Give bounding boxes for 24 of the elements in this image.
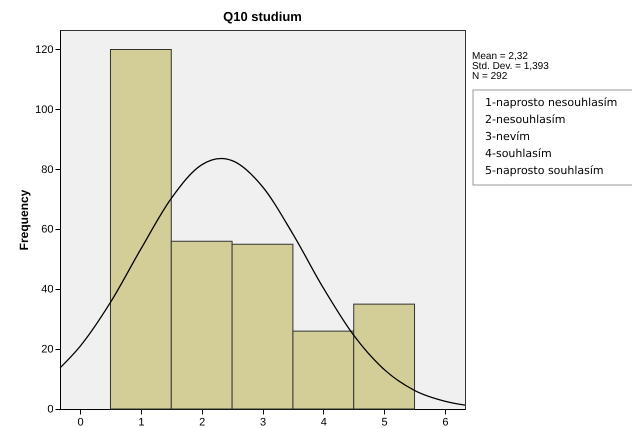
y-axis-title: Frequency	[17, 189, 32, 250]
x-tick-label: 6	[442, 416, 448, 428]
x-tick-label: 1	[138, 416, 144, 428]
chart-title: Q10 studium	[223, 9, 302, 24]
x-tick-label: 3	[260, 416, 266, 428]
y-tick-label: 100	[35, 104, 54, 116]
y-tick-label: 60	[41, 224, 54, 236]
text: 5-naprosto souhlasím	[485, 164, 604, 177]
y-tick-label: 20	[41, 344, 54, 356]
x-tick-label: 5	[382, 416, 388, 428]
text: Std. Dev. = 1,393	[472, 61, 550, 72]
text: 1-naprosto nesouhlasím	[485, 96, 618, 109]
y-tick-label: 80	[41, 164, 54, 176]
x-tick-label: 0	[78, 416, 84, 428]
x-tick-label: 2	[199, 416, 206, 428]
text: N = 292	[472, 71, 508, 82]
y-tick-label: 40	[41, 284, 54, 296]
y-tick-label: 0	[47, 404, 54, 416]
text: 4-souhlasím	[485, 147, 552, 160]
text: 3-nevím	[485, 130, 530, 143]
text: Mean = 2,32	[472, 51, 528, 62]
x-tick-label: 4	[320, 416, 327, 428]
text: 2-nesouhlasím	[485, 113, 566, 126]
y-tick-label: 120	[35, 44, 54, 56]
